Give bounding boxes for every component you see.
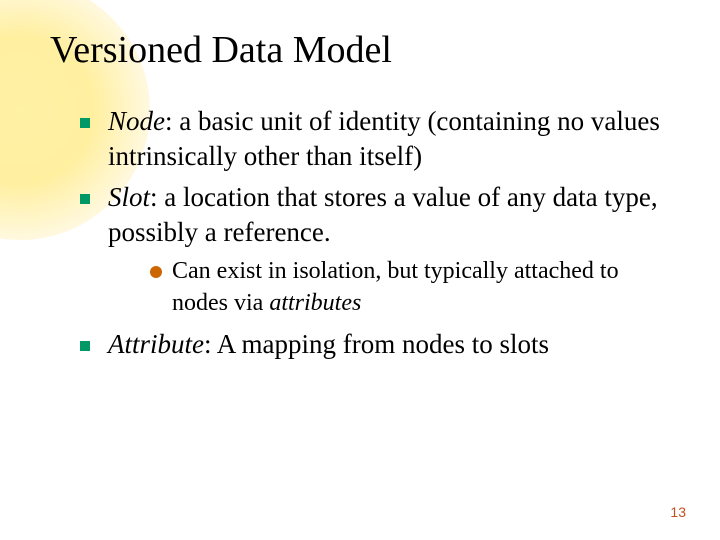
slide: Versioned Data Model Node: a basic unit … bbox=[0, 0, 720, 540]
bullet-item: Attribute: A mapping from nodes to slots bbox=[80, 327, 670, 362]
square-bullet-icon bbox=[80, 194, 90, 204]
term-node: Node bbox=[108, 106, 165, 136]
sub-bullet-item: Can exist in isolation, but typically at… bbox=[150, 256, 670, 318]
definition-attribute: : A mapping from nodes to slots bbox=[204, 329, 549, 359]
definition-slot: : a location that stores a value of any … bbox=[108, 182, 658, 247]
bullet-item: Slot: a location that stores a value of … bbox=[80, 180, 670, 250]
definition-node: : a basic unit of identity (containing n… bbox=[108, 106, 660, 171]
bullet-text: Slot: a location that stores a value of … bbox=[108, 180, 670, 250]
bullet-list: Node: a basic unit of identity (containi… bbox=[80, 104, 670, 362]
bullet-text: Attribute: A mapping from nodes to slots bbox=[108, 327, 549, 362]
term-attributes: attributes bbox=[269, 290, 361, 316]
sub-text-prefix: Can exist in isolation, but typically at… bbox=[172, 258, 619, 315]
term-attribute: Attribute bbox=[108, 329, 204, 359]
square-bullet-icon bbox=[80, 341, 90, 351]
slide-title: Versioned Data Model bbox=[50, 28, 670, 72]
round-bullet-icon bbox=[150, 266, 162, 278]
square-bullet-icon bbox=[80, 118, 90, 128]
bullet-text: Node: a basic unit of identity (containi… bbox=[108, 104, 670, 174]
sub-bullet-text: Can exist in isolation, but typically at… bbox=[172, 256, 670, 318]
term-slot: Slot bbox=[108, 182, 150, 212]
bullet-item: Node: a basic unit of identity (containi… bbox=[80, 104, 670, 174]
page-number: 13 bbox=[670, 504, 686, 520]
